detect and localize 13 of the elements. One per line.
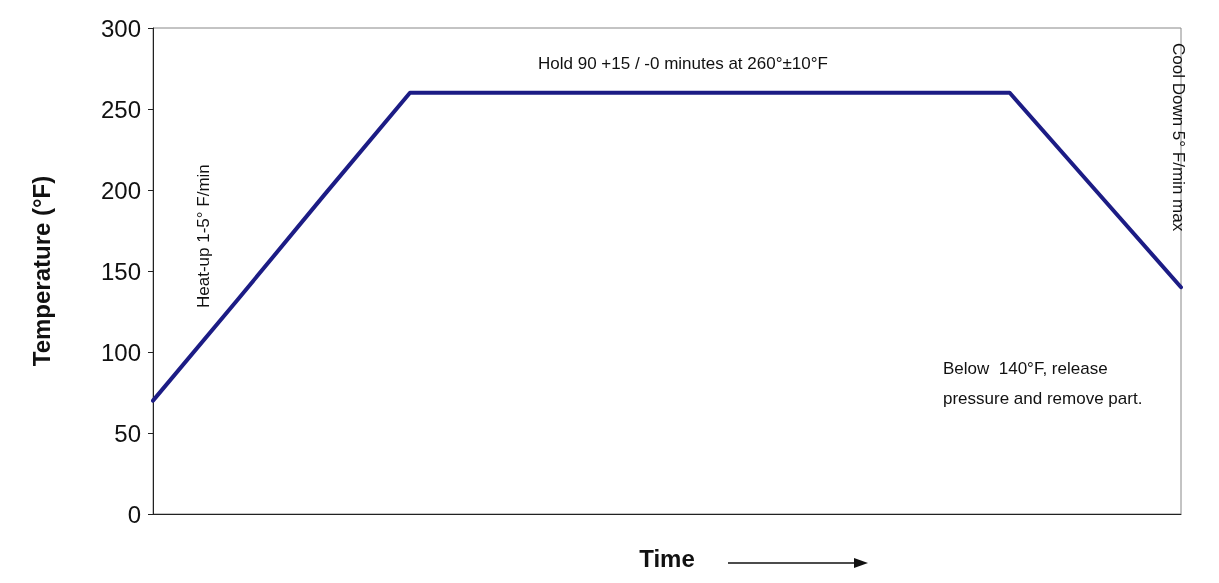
- y-tick-label: 150: [100, 257, 141, 285]
- annotation: Below 140°F, release pressure and remove part.: [943, 358, 1143, 408]
- y-tick-label: 50: [114, 419, 141, 447]
- y-tick-label: 200: [100, 176, 141, 204]
- x-axis-title: Time: [639, 544, 695, 572]
- annotation: Heat-up 1-5° F/min: [193, 164, 213, 308]
- y-tick-label: 300: [100, 14, 141, 42]
- annotation: Cool Down 5° F/min max: [1168, 43, 1188, 232]
- y-tick-label: 100: [100, 338, 141, 366]
- y-axis-title: Temperature (°F): [27, 175, 55, 367]
- y-tick-label: 0: [127, 500, 141, 528]
- y-tick-label: 250: [100, 95, 141, 123]
- annotation: Hold 90 +15 / -0 minutes at 260°±10°F: [538, 53, 828, 73]
